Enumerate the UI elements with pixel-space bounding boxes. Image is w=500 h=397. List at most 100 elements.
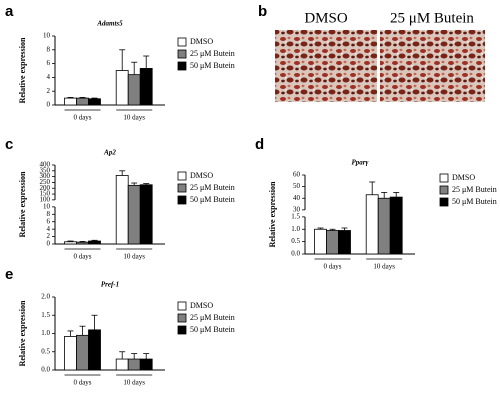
legend-label: 25 μM Butein [190,49,235,58]
y-tick-label: 0.5 [291,237,300,245]
legend-label: 25 μM Butein [190,183,235,192]
bar [76,334,89,371]
image-label: 25 μM Butein [390,10,474,26]
legend-swatch [177,183,187,193]
bar [76,97,89,106]
panel-letter: d [255,136,264,153]
legend-swatch [177,301,187,311]
legend-swatch [439,197,449,207]
y-tick-label: 0 [47,240,51,248]
y-tick-label: 300 [40,172,51,180]
legend-label: 25 μM Butein [190,313,235,322]
y-axis-label: Relative expression [18,300,27,366]
legend-label: 25 μM Butein [452,185,497,194]
bar [88,240,101,245]
y-tick-label: 1.5 [41,311,50,319]
y-tick-label: 4 [47,225,51,233]
bar [377,197,391,255]
y-tick-label: 0.0 [41,366,50,374]
legend-label: DMSO [190,37,213,46]
y-axis-label: Relative expression [18,37,27,103]
y-tick-label: 60 [293,171,301,179]
bar [76,241,89,245]
y-tick-label: 4 [47,73,51,81]
bar [88,98,101,106]
panel-letter: a [5,3,14,20]
y-axis-label: Relative expression [18,171,27,237]
bar [88,329,101,371]
y-tick-label: 0.0 [291,250,300,258]
x-tick-label: 10 days [123,379,145,387]
bar [314,228,327,255]
x-tick-label: 10 days [123,253,145,261]
chart-title: Adamts5 [96,20,123,28]
bar [115,70,129,106]
chart-title: Pparγ [352,159,369,167]
legend-swatch [177,37,187,47]
bar [326,230,339,255]
legend-swatch [177,313,187,323]
legend-swatch [177,49,187,59]
panel-letter: b [258,3,267,20]
bar [127,184,141,245]
bar [127,358,141,371]
y-tick-label: 50 [293,182,301,190]
legend-label: 50 μM Butein [190,61,235,70]
legend-swatch [177,195,187,205]
bar [389,196,403,255]
legend-swatch [177,61,187,71]
x-tick-label: 10 days [373,263,395,271]
x-tick-label: 0 days [73,379,91,387]
x-tick-label: 10 days [123,114,145,122]
y-tick-label: 8 [47,210,51,218]
y-tick-label: 2.0 [41,293,50,301]
bar [139,358,153,371]
legend-swatch [439,185,449,195]
y-tick-label: 150 [40,190,51,198]
bar [338,230,351,255]
y-tick-label: 10 [43,32,51,40]
micrograph [275,30,377,102]
chart-title: Pref-1 [101,281,119,289]
bar [115,175,129,245]
legend-label: 50 μM Butein [452,197,497,206]
panel-letter: c [5,136,13,153]
legend-label: DMSO [190,171,213,180]
legend-swatch [177,171,187,181]
image-label: DMSO [304,10,348,26]
bar [115,358,129,371]
bar [139,184,153,245]
y-tick-label: 0.5 [41,347,50,355]
x-tick-label: 0 days [73,253,91,261]
legend-label: 50 μM Butein [190,325,235,334]
legend-label: 50 μM Butein [190,195,235,204]
panel-letter: e [5,266,13,283]
bar [64,241,77,245]
bar [365,194,379,255]
legend-swatch [177,325,187,335]
y-tick-label: 10 [43,202,51,210]
legend-label: DMSO [452,173,475,182]
y-tick-label: 0 [47,101,51,109]
bar [127,74,141,106]
legend-swatch [439,173,449,183]
bar [64,97,77,106]
bar [64,336,77,371]
y-tick-label: 8 [47,45,51,53]
y-tick-label: 30 [293,205,301,213]
y-tick-label: 1.5 [291,212,300,220]
x-tick-label: 0 days [73,114,91,122]
chart-title: Ap2 [103,149,116,157]
y-tick-label: 1.0 [291,225,300,233]
y-tick-label: 100 [40,195,51,203]
y-tick-label: 40 [293,194,301,202]
y-tick-label: 350 [40,166,51,174]
y-tick-label: 200 [40,184,51,192]
y-tick-label: 1.0 [41,329,50,337]
y-tick-label: 6 [47,59,51,67]
y-tick-label: 2 [47,87,51,95]
x-tick-label: 0 days [323,263,341,271]
bar [139,68,153,106]
y-axis-label: Relative expression [268,181,277,247]
